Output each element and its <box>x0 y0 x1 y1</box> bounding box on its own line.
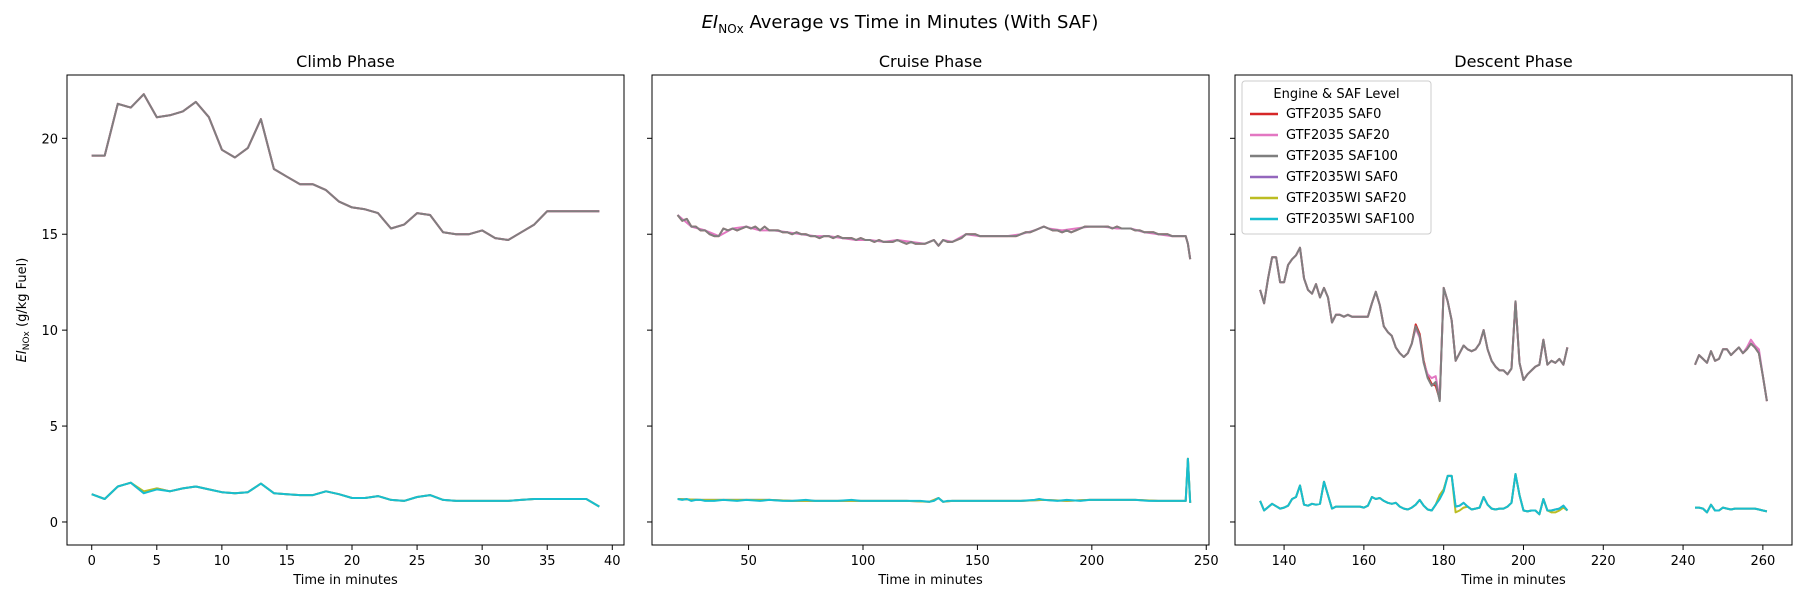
legend-entry-label: GTF2035WI SAF100 <box>1286 212 1415 227</box>
series-line-gtf2035wi-saf100-seg2 <box>1695 503 1768 514</box>
x-tick-label: 30 <box>474 554 491 569</box>
figure-title-suffix: Average vs Time in Minutes (With SAF) <box>744 12 1099 33</box>
series-line-gtf2035wi-saf20 <box>91 481 600 508</box>
x-axis-label: Time in minutes <box>1460 573 1566 588</box>
x-tick-label: 200 <box>1511 554 1536 569</box>
plot-frame <box>1234 74 1793 546</box>
legend-entry-label: GTF2035WI SAF0 <box>1286 170 1398 185</box>
x-tick-label: 220 <box>1591 554 1616 569</box>
panel-title: Climb Phase <box>296 52 395 71</box>
x-tick-label: 10 <box>214 554 231 569</box>
figure-title: EINOx Average vs Time in Minutes (With S… <box>702 12 1099 36</box>
panels: Climb Phase 0 5 10 15 20 25 30 35 40 0 5 10 15 20 Time … <box>15 52 1793 588</box>
series-line-gtf2035-saf0-seg2 <box>1694 342 1768 402</box>
series-line-gtf2035-saf100 <box>676 214 1192 260</box>
panel-3: Descent Phase 140 160 180 200 220 240 260 Time i… <box>1230 52 1793 588</box>
series-line-gtf2035wi-saf0 <box>677 457 1192 503</box>
legend-entry-label: GTF2035 SAF0 <box>1286 107 1381 122</box>
x-tick-label: 100 <box>851 554 876 569</box>
x-tick-label: 200 <box>1079 554 1104 569</box>
y-axis-label-rest: (g/kg Fuel) <box>15 258 30 331</box>
series-group <box>1259 246 1768 516</box>
x-tick-label: 15 <box>279 554 296 569</box>
figure-title-prefix: EI <box>702 12 719 33</box>
series-line-gtf2035wi-saf0-seg1 <box>1259 473 1569 516</box>
panel-1: Climb Phase 0 5 10 15 20 25 30 35 40 0 5 10 15 20 Time … <box>15 52 625 588</box>
x-tick-label: 160 <box>1351 554 1376 569</box>
series-line-gtf2035-saf20 <box>676 214 1192 260</box>
figure-title-subscript: NOx <box>718 22 744 36</box>
x-tick-label: 20 <box>344 554 361 569</box>
series-line-gtf2035-saf100-seg2 <box>1694 342 1768 402</box>
plot-frame <box>651 74 1210 546</box>
x-tick-label: 5 <box>153 554 161 569</box>
y-axis-label-main: EI <box>15 350 30 362</box>
y-axis-label-subscript: NOx <box>22 330 32 350</box>
x-tick-label: 25 <box>409 554 426 569</box>
y-axis-label: EINOx (g/kg Fuel) <box>15 258 32 363</box>
legend-title: Engine & SAF Level <box>1273 87 1399 102</box>
x-tick-label: 260 <box>1750 554 1775 569</box>
y-tick-label: 15 <box>41 228 58 243</box>
y-tick-label: 0 <box>50 516 58 531</box>
series-line-gtf2035-saf100 <box>91 93 600 241</box>
series-line-gtf2035-saf0 <box>676 214 1192 260</box>
x-tick-label: 250 <box>1194 554 1219 569</box>
x-tick-label: 140 <box>1272 554 1297 569</box>
x-tick-label: 40 <box>604 554 621 569</box>
y-tick-label: 5 <box>50 420 58 435</box>
series-line-gtf2035-saf0-seg1 <box>1259 246 1569 401</box>
y-tick-label: 20 <box>41 132 58 147</box>
legend: Engine & SAF Level GTF2035 SAF0 GTF2035 SA… <box>1241 80 1432 235</box>
series-line-gtf2035-saf100-seg1 <box>1259 246 1569 403</box>
x-tick-label: 35 <box>539 554 556 569</box>
x-tick-label: 150 <box>965 554 990 569</box>
series-line-gtf2035wi-saf0 <box>91 481 600 508</box>
legend-entry-label: GTF2035WI SAF20 <box>1286 191 1406 206</box>
x-axis-label: Time in minutes <box>292 573 398 588</box>
x-tick-label: 0 <box>88 554 96 569</box>
legend-entry-label: GTF2035 SAF20 <box>1286 128 1390 143</box>
y-tick-label: 10 <box>41 324 58 339</box>
series-line-gtf2035-saf20-seg1 <box>1259 246 1569 401</box>
panel-title: Descent Phase <box>1454 52 1572 71</box>
x-tick-label: 240 <box>1671 554 1696 569</box>
series-group <box>91 93 600 508</box>
plot-frame <box>66 74 625 546</box>
panel-2: Cruise Phase 50 100 150 200 250 Time in minute… <box>647 52 1219 588</box>
series-line-gtf2035wi-saf100 <box>91 481 600 508</box>
x-tick-label: 50 <box>740 554 757 569</box>
series-line-gtf2035wi-saf100 <box>677 457 1192 503</box>
series-group <box>676 214 1192 503</box>
series-line-gtf2035wi-saf20 <box>677 457 1192 503</box>
x-tick-label: 180 <box>1431 554 1456 569</box>
legend-box <box>1241 80 1432 235</box>
panel-title: Cruise Phase <box>879 52 982 71</box>
series-line-gtf2035wi-saf20-seg1 <box>1259 473 1568 516</box>
x-axis-label: Time in minutes <box>877 573 983 588</box>
series-line-gtf2035wi-saf100-seg1 <box>1259 473 1569 516</box>
legend-entry-label: GTF2035 SAF100 <box>1286 149 1398 164</box>
